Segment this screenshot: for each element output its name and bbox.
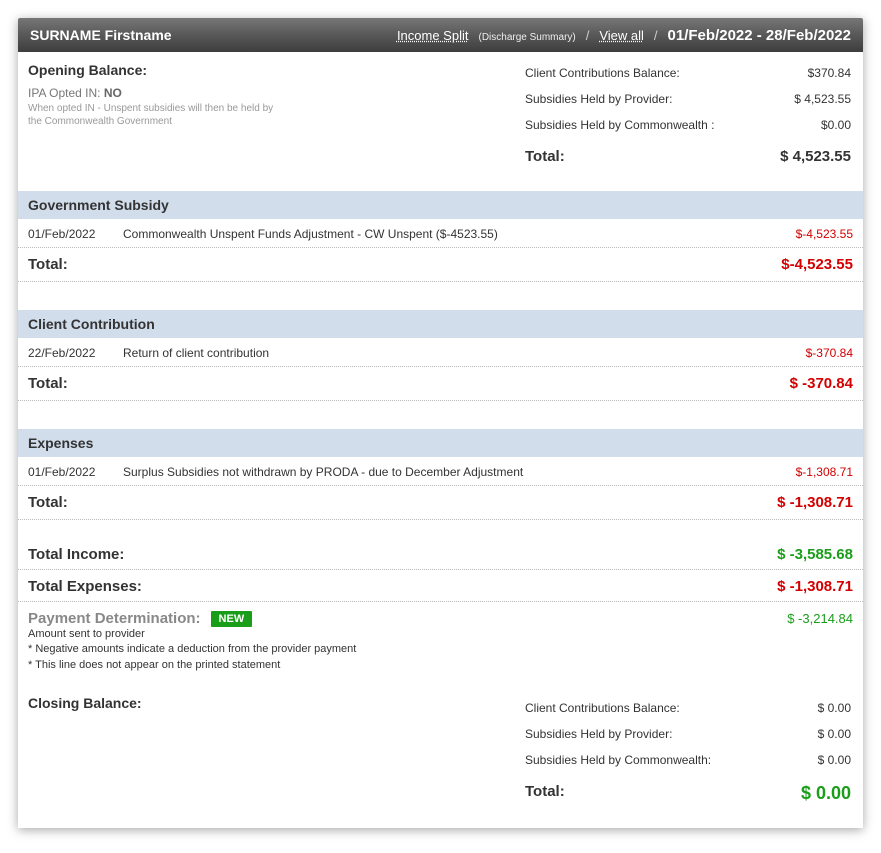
gov-line-item: 01/Feb/2022 Commonwealth Unspent Funds A… (18, 219, 863, 248)
value: $ 0.00 (761, 727, 851, 741)
closing-row-ccb: Client Contributions Balance: $ 0.00 (523, 695, 853, 721)
value: $ 0.00 (761, 701, 851, 715)
client-contribution-header: Client Contribution (18, 310, 863, 338)
total-expenses-row: Total Expenses: $ -1,308.71 (18, 570, 863, 602)
note-1: Amount sent to provider (28, 627, 853, 642)
client-total: Total: $ -370.84 (18, 367, 863, 401)
income-split-link[interactable]: Income Split (397, 28, 469, 43)
opening-row-shc: Subsidies Held by Commonwealth : $0.00 (523, 112, 853, 138)
label: Client Contributions Balance: (525, 66, 680, 80)
value: $ 4,523.55 (761, 148, 851, 165)
value: $-4,523.55 (781, 256, 853, 273)
opening-row-total: Total: $ 4,523.55 (523, 138, 853, 171)
closing-balance-title: Closing Balance: (28, 695, 142, 711)
label: Subsidies Held by Provider: (525, 727, 672, 741)
opening-left: Opening Balance: IPA Opted IN: NO When o… (28, 60, 523, 171)
value: $0.00 (761, 118, 851, 132)
value: $ -3,585.68 (777, 546, 853, 563)
label: Total: (525, 783, 565, 804)
ipa-label: IPA Opted IN: (28, 86, 104, 100)
gov-subsidy-header: Government Subsidy (18, 191, 863, 219)
value: $370.84 (761, 66, 851, 80)
ipa-value: NO (104, 86, 122, 100)
closing-row-shp: Subsidies Held by Provider: $ 0.00 (523, 721, 853, 747)
separator-2: / (654, 28, 658, 43)
date: 22/Feb/2022 (28, 346, 123, 360)
label: Subsidies Held by Commonwealth : (525, 118, 714, 132)
value: $ -370.84 (790, 375, 853, 392)
closing-left: Closing Balance: (28, 695, 142, 810)
view-all-link[interactable]: View all (599, 28, 644, 43)
label: Subsidies Held by Commonwealth: (525, 753, 711, 767)
label: Total: (28, 256, 781, 273)
value: $ -1,308.71 (777, 494, 853, 511)
ipa-opted-in: IPA Opted IN: NO (28, 86, 523, 100)
closing-balance-section: Closing Balance: Client Contributions Ba… (18, 683, 863, 828)
value: $ 4,523.55 (761, 92, 851, 106)
amount: $-370.84 (753, 346, 853, 360)
label: Total: (28, 494, 777, 511)
ipa-note: When opted IN - Unspent subsidies will t… (28, 102, 288, 128)
discharge-summary-label: (Discharge Summary) (478, 32, 575, 43)
value: $ -3,214.84 (787, 611, 853, 626)
value: $ 0.00 (761, 783, 851, 804)
payment-determination-row: Payment Determination: NEW $ -3,214.84 (18, 602, 863, 627)
label: Total Income: (28, 546, 777, 563)
opening-balances: Client Contributions Balance: $370.84 Su… (523, 60, 853, 171)
description: Surplus Subsidies not withdrawn by PRODA… (123, 465, 753, 479)
separator-1: / (586, 28, 590, 43)
opening-balance-title: Opening Balance: (28, 62, 523, 78)
header-links: Income Split (Discharge Summary) / View … (397, 27, 851, 44)
note-2: * Negative amounts indicate a deduction … (28, 642, 853, 657)
client-line-item: 22/Feb/2022 Return of client contributio… (18, 338, 863, 367)
statement-page: SURNAME Firstname Income Split (Discharg… (18, 18, 863, 828)
total-income-row: Total Income: $ -3,585.68 (18, 538, 863, 570)
expenses-header: Expenses (18, 429, 863, 457)
header-bar: SURNAME Firstname Income Split (Discharg… (18, 18, 863, 52)
description: Commonwealth Unspent Funds Adjustment - … (123, 227, 753, 241)
opening-row-ccb: Client Contributions Balance: $370.84 (523, 60, 853, 86)
expenses-line-item: 01/Feb/2022 Surplus Subsidies not withdr… (18, 457, 863, 486)
amount: $-1,308.71 (753, 465, 853, 479)
description: Return of client contribution (123, 346, 753, 360)
new-badge: NEW (211, 611, 253, 627)
date-range: 01/Feb/2022 - 28/Feb/2022 (668, 27, 851, 44)
gov-total: Total: $-4,523.55 (18, 248, 863, 282)
value: $ -1,308.71 (777, 578, 853, 595)
label: Subsidies Held by Provider: (525, 92, 672, 106)
opening-row-shp: Subsidies Held by Provider: $ 4,523.55 (523, 86, 853, 112)
expenses-total: Total: $ -1,308.71 (18, 486, 863, 520)
date: 01/Feb/2022 (28, 465, 123, 479)
closing-row-shc: Subsidies Held by Commonwealth: $ 0.00 (523, 747, 853, 773)
value: $ 0.00 (761, 753, 851, 767)
label: Total Expenses: (28, 578, 777, 595)
label: Client Contributions Balance: (525, 701, 680, 715)
note-3: * This line does not appear on the print… (28, 658, 853, 673)
closing-row-total: Total: $ 0.00 (523, 773, 853, 810)
payment-notes: Amount sent to provider * Negative amoun… (18, 627, 863, 683)
opening-balance-section: Opening Balance: IPA Opted IN: NO When o… (18, 52, 863, 181)
closing-balances: Client Contributions Balance: $ 0.00 Sub… (523, 695, 853, 810)
label: Payment Determination: (28, 610, 201, 627)
label: Total: (28, 375, 790, 392)
label: Total: (525, 148, 565, 165)
amount: $-4,523.55 (753, 227, 853, 241)
client-name: SURNAME Firstname (30, 27, 172, 43)
date: 01/Feb/2022 (28, 227, 123, 241)
